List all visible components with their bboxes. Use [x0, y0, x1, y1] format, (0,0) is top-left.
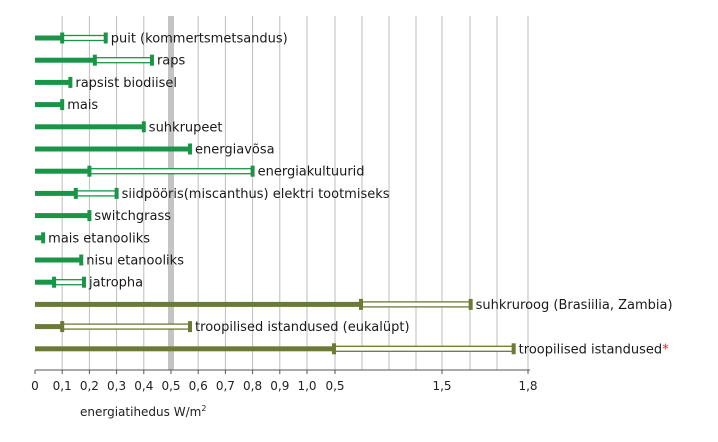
bar-range [61, 34, 107, 42]
x-axis-title: energiatihedus W/m2 [80, 404, 206, 419]
bar-min-cap [188, 143, 193, 155]
bar-solid [35, 124, 144, 130]
x-tick-label: 0,5 [161, 379, 180, 393]
bar-range [61, 323, 191, 330]
bar-min-cap [332, 343, 336, 355]
bar-min-cap [41, 232, 46, 244]
bar-range [88, 168, 254, 175]
bar-label: troopilised istandused* [519, 342, 670, 357]
bar-label: energiavõsa [195, 143, 275, 158]
bar-solid [35, 235, 44, 241]
bar-solid [35, 102, 63, 108]
bar-solid [35, 79, 71, 85]
bar-range [360, 301, 472, 308]
bar-solid [35, 57, 95, 63]
bar-range [333, 345, 515, 352]
bar-min-cap [60, 321, 65, 333]
bar-solid [35, 324, 63, 330]
x-tick-label: 0,3 [107, 379, 126, 393]
x-tick-label: 0,9 [270, 379, 289, 393]
bar-min-cap [79, 254, 84, 266]
bars-group: puit (kommertsmetsandus) raps rapsist biod… [35, 32, 673, 357]
bar-max-cap [468, 298, 473, 310]
grid-lines [61, 16, 529, 370]
bar-label: mais [67, 98, 98, 113]
bar-min-cap [92, 54, 97, 66]
x-tick-label: 0,5 [325, 379, 344, 393]
x-tick-label: 0,7 [216, 379, 235, 393]
bar-min-cap [60, 32, 65, 44]
asterisk-mark: * [662, 342, 669, 357]
bar-label: energiakultuurid [258, 165, 365, 180]
bar-label: mais etanooliks [48, 231, 150, 246]
bar-label: siidpööris(miscanthus) elektri tootmisek… [122, 187, 390, 202]
bar-min-cap [87, 165, 92, 177]
x-axis-title-superscript: 2 [201, 404, 206, 413]
x-tick-label: 0,4 [134, 379, 153, 393]
x-tick-label: 0,8 [243, 379, 262, 393]
bar-label: suhkrupeet [149, 120, 223, 135]
bar-max-cap [103, 32, 108, 44]
bar-max-cap [149, 54, 154, 66]
bar-min-cap [87, 210, 92, 222]
bar-solid [35, 301, 361, 307]
bar-label: nisu etanooliks [86, 254, 184, 269]
x-tick-label: 0 [31, 379, 39, 393]
x-tick-label: 1,0 [297, 379, 316, 393]
bar-range [53, 279, 85, 286]
bar-min-cap [52, 276, 57, 288]
bar-max-cap [250, 165, 255, 177]
x-tick-label: 0,1 [53, 379, 72, 393]
bar-label: raps [157, 54, 186, 69]
bar-min-cap [359, 298, 363, 310]
bar-min-cap [141, 121, 146, 133]
bar-solid [35, 35, 63, 41]
bar-max-cap [511, 343, 516, 355]
reference-line [168, 16, 174, 370]
bar-label: puit (kommertsmetsandus) [111, 32, 288, 47]
bar-solid [35, 279, 55, 285]
bar-label: rapsist biodiisel [75, 76, 177, 91]
bar-solid [35, 190, 76, 196]
x-tick-label: 1,5 [432, 379, 451, 393]
bar-solid [35, 168, 90, 174]
bar-max-cap [188, 321, 193, 333]
bar-min-cap [60, 99, 65, 111]
bar-label: switchgrass [94, 209, 171, 224]
bar-min-cap [73, 187, 78, 199]
x-axis: 0 0,1 0,2 0,3 0,4 0,5 0,6 0,7 0,8 0,9 1,0 0,5 1,5 1,8 [31, 369, 538, 393]
bar-range [94, 57, 153, 64]
bar-max-cap [81, 276, 86, 288]
bar-label: jatropha [88, 276, 143, 291]
bar-solid [35, 213, 90, 219]
x-tick-label: 0,6 [189, 379, 208, 393]
bar-label: troopilised istandused (eukalüpt) [195, 320, 409, 335]
bar-solid [35, 146, 191, 152]
x-tick-label: 0,2 [80, 379, 99, 393]
bar-label: suhkruroog (Brasiilia, Zambia) [476, 298, 673, 313]
bar-range [75, 190, 118, 197]
bar-solid [35, 346, 334, 352]
bar-min-cap [68, 76, 73, 88]
x-axis-title-text: energiatihedus W/m [80, 405, 201, 419]
x-tick-label: 1,8 [518, 379, 537, 393]
bar-max-cap [114, 187, 119, 199]
bar-solid [35, 257, 82, 263]
